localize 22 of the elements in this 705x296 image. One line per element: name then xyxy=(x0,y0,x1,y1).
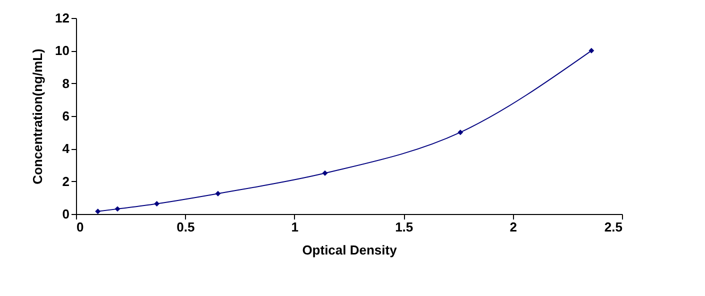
y-axis-title: Concentration(ng/mL) xyxy=(30,48,46,184)
x-tick-label: 0.5 xyxy=(176,220,195,234)
point xyxy=(95,208,101,214)
point xyxy=(322,170,328,176)
point xyxy=(588,48,594,54)
y-tick-label: 12 xyxy=(55,10,70,26)
point xyxy=(458,130,464,136)
x-axis-title: Optical Density xyxy=(302,242,398,258)
y-tick-label: 2 xyxy=(62,174,70,189)
x-tick-label: 2.5 xyxy=(604,220,622,234)
point xyxy=(114,206,120,212)
x-tick-label: 2 xyxy=(510,220,517,234)
y-tick-label: 4 xyxy=(62,141,70,156)
y-tick-label: 8 xyxy=(62,76,70,91)
y-tick-label: 0 xyxy=(62,206,70,222)
point xyxy=(215,190,221,196)
y-tick-label: 10 xyxy=(55,43,70,58)
y-tick-label: 6 xyxy=(62,108,70,124)
x-tick-label: 1.5 xyxy=(395,220,414,234)
point xyxy=(154,200,160,206)
x-tick-label: 1 xyxy=(291,220,299,234)
x-tick-label: 0 xyxy=(76,220,84,234)
